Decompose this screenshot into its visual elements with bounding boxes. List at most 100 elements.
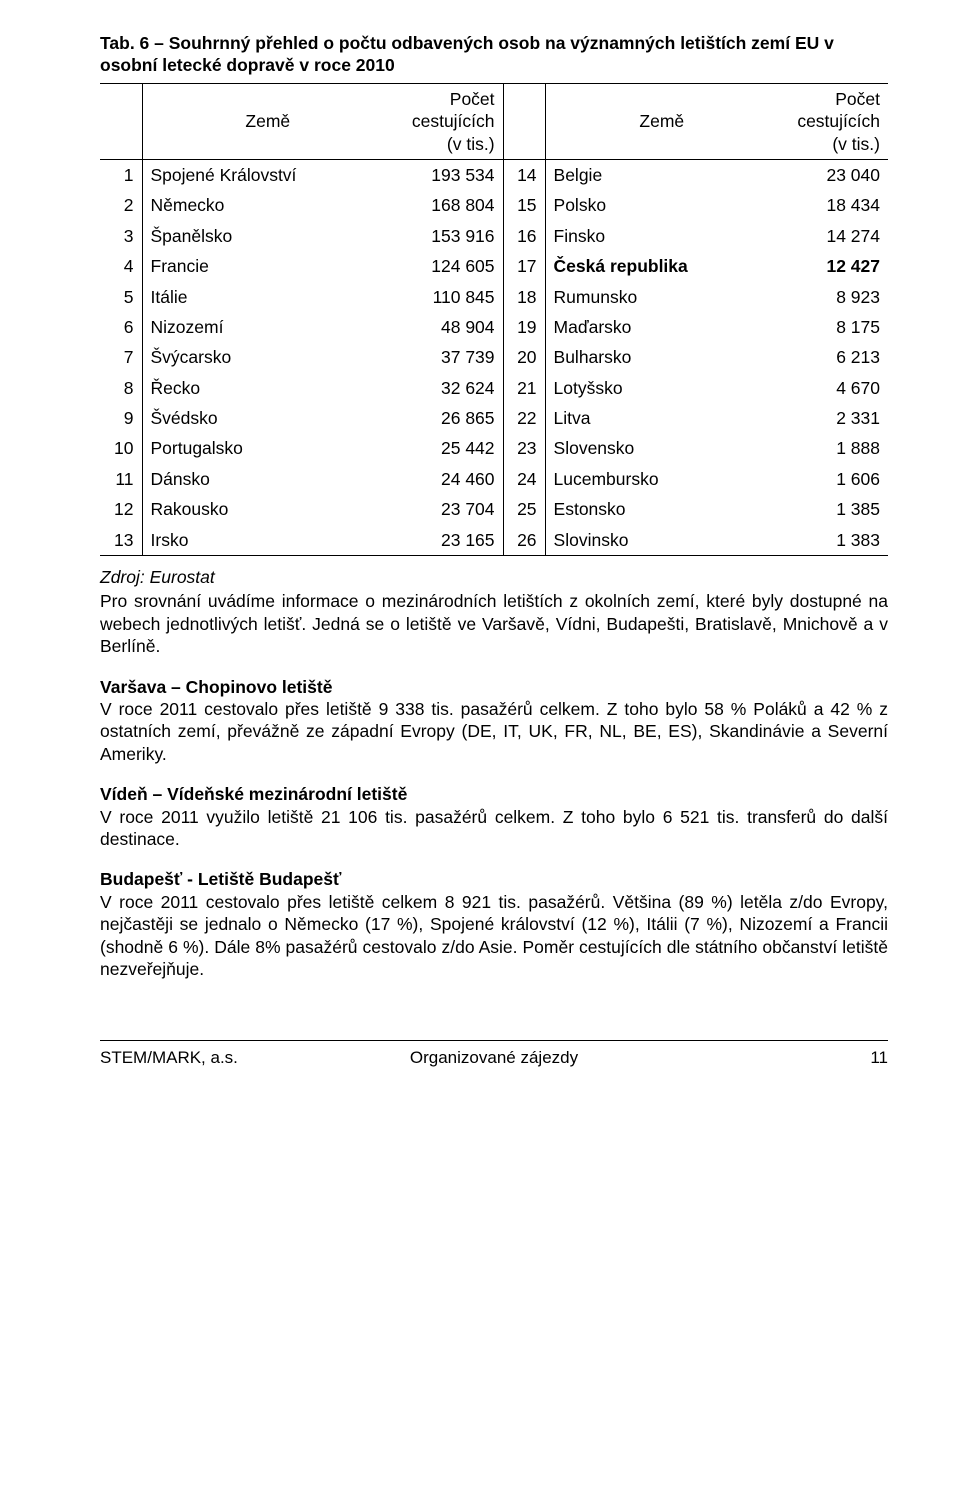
section-heading: Budapešť - Letiště Budapešť [100,868,888,890]
country-right: Maďarsko [545,312,778,342]
country-left: Portugalsko [142,433,393,463]
rank-left: 8 [100,373,142,403]
rank-right: 20 [503,342,545,372]
value-left: 23 704 [393,494,503,524]
value-right: 1 606 [778,464,888,494]
country-left: Řecko [142,373,393,403]
table-row: 10Portugalsko25 44223Slovensko1 888 [100,433,888,463]
value-left: 193 534 [393,159,503,190]
section-body: V roce 2011 cestovalo přes letiště 9 338… [100,698,888,765]
rank-right: 23 [503,433,545,463]
rank-right: 22 [503,403,545,433]
table-row: 7Švýcarsko37 73920Bulharsko6 213 [100,342,888,372]
value-right: 1 385 [778,494,888,524]
country-right: Litva [545,403,778,433]
country-right: Slovinsko [545,525,778,556]
country-left: Irsko [142,525,393,556]
country-left: Dánsko [142,464,393,494]
footer-center: Organizované zájezdy [363,1047,626,1069]
intro-paragraph: Pro srovnání uvádíme informace o mezinár… [100,590,888,657]
value-right: 4 670 [778,373,888,403]
table-row: 3Španělsko153 91616Finsko14 274 [100,221,888,251]
th-blank-1 [100,83,142,159]
rank-right: 26 [503,525,545,556]
value-right: 12 427 [778,251,888,281]
country-left: Francie [142,251,393,281]
value-right: 2 331 [778,403,888,433]
rank-right: 15 [503,190,545,220]
value-left: 24 460 [393,464,503,494]
value-right: 1 888 [778,433,888,463]
country-right: Česká republika [545,251,778,281]
rank-left: 6 [100,312,142,342]
rank-left: 10 [100,433,142,463]
value-right: 23 040 [778,159,888,190]
value-left: 32 624 [393,373,503,403]
th-pax-1: Počet cestujících (v tis.) [393,83,503,159]
country-right: Bulharsko [545,342,778,372]
rank-left: 5 [100,282,142,312]
rank-left: 12 [100,494,142,524]
footer-right: 11 [625,1047,888,1069]
value-right: 1 383 [778,525,888,556]
country-right: Estonsko [545,494,778,524]
value-left: 23 165 [393,525,503,556]
th-blank-2 [503,83,545,159]
rank-left: 2 [100,190,142,220]
th-pax-2: Počet cestujících (v tis.) [778,83,888,159]
country-left: Španělsko [142,221,393,251]
country-left: Nizozemí [142,312,393,342]
value-left: 25 442 [393,433,503,463]
section-heading: Varšava – Chopinovo letiště [100,676,888,698]
country-right: Lotyšsko [545,373,778,403]
rank-left: 13 [100,525,142,556]
table-row: 8Řecko32 62421Lotyšsko4 670 [100,373,888,403]
value-left: 110 845 [393,282,503,312]
country-left: Spojené Království [142,159,393,190]
value-right: 8 175 [778,312,888,342]
country-right: Rumunsko [545,282,778,312]
section-heading: Vídeň – Vídeňské mezinárodní letiště [100,783,888,805]
page-footer: STEM/MARK, a.s. Organizované zájezdy 11 [100,1040,888,1069]
rank-left: 1 [100,159,142,190]
rank-right: 19 [503,312,545,342]
value-left: 153 916 [393,221,503,251]
country-right: Slovensko [545,433,778,463]
value-right: 8 923 [778,282,888,312]
rank-left: 4 [100,251,142,281]
country-right: Belgie [545,159,778,190]
country-right: Lucembursko [545,464,778,494]
table-row: 6Nizozemí48 90419Maďarsko8 175 [100,312,888,342]
eu-passengers-table: Země Počet cestujících (v tis.) Země Poč… [100,83,888,556]
rank-left: 3 [100,221,142,251]
rank-left: 7 [100,342,142,372]
country-right: Polsko [545,190,778,220]
rank-right: 14 [503,159,545,190]
rank-right: 24 [503,464,545,494]
table-row: 13Irsko23 16526Slovinsko1 383 [100,525,888,556]
table-row: 11Dánsko24 46024Lucembursko1 606 [100,464,888,494]
section-body: V roce 2011 využilo letiště 21 106 tis. … [100,806,888,851]
rank-right: 17 [503,251,545,281]
country-left: Rakousko [142,494,393,524]
value-left: 26 865 [393,403,503,433]
value-right: 14 274 [778,221,888,251]
country-left: Německo [142,190,393,220]
table-row: 9Švédsko26 86522Litva2 331 [100,403,888,433]
table-row: 5Itálie110 84518Rumunsko8 923 [100,282,888,312]
th-country-2: Země [545,83,778,159]
rank-right: 18 [503,282,545,312]
th-country-1: Země [142,83,393,159]
table-title: Tab. 6 – Souhrnný přehled o počtu odbave… [100,32,888,77]
country-left: Švédsko [142,403,393,433]
value-right: 18 434 [778,190,888,220]
table-row: 4Francie124 60517Česká republika12 427 [100,251,888,281]
country-left: Itálie [142,282,393,312]
rank-right: 25 [503,494,545,524]
value-left: 48 904 [393,312,503,342]
country-left: Švýcarsko [142,342,393,372]
footer-left: STEM/MARK, a.s. [100,1047,363,1069]
source-line: Zdroj: Eurostat [100,566,888,588]
value-left: 37 739 [393,342,503,372]
table-row: 2Německo168 80415Polsko18 434 [100,190,888,220]
